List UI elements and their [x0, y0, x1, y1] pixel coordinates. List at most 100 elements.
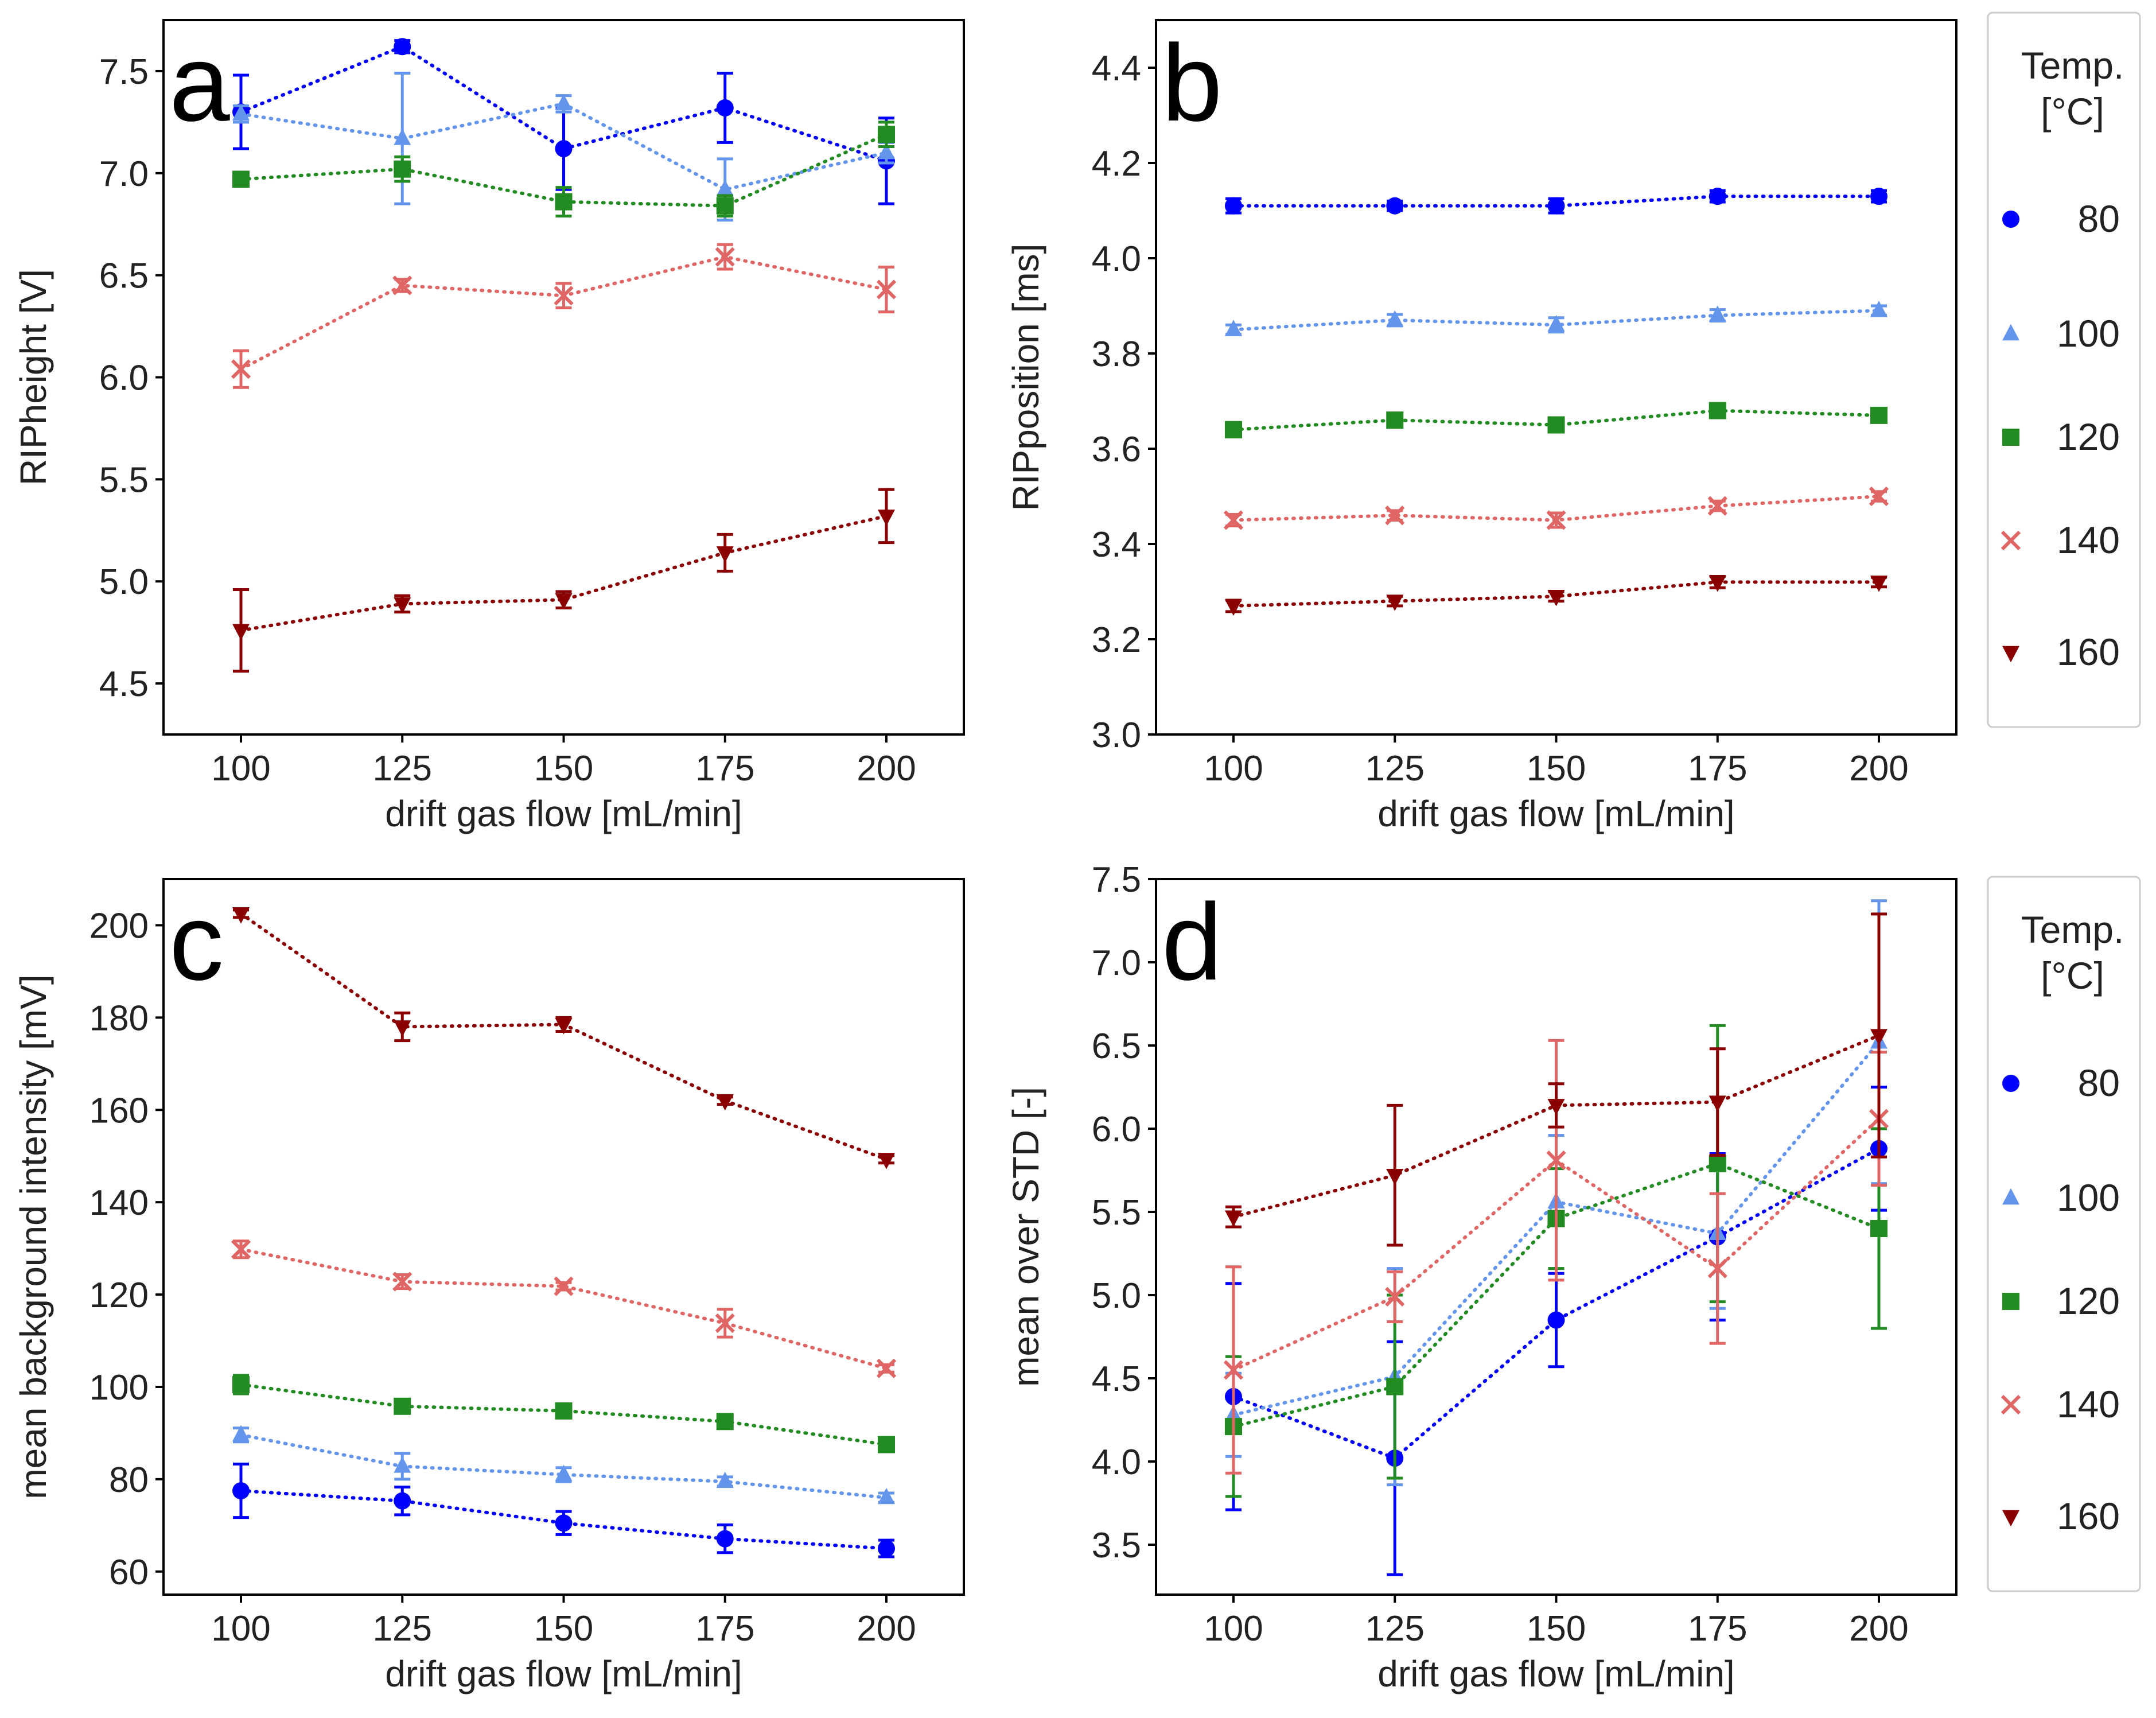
data-point	[1547, 1099, 1565, 1115]
legend-entry-140: 140	[2001, 1383, 2120, 1425]
series-80	[1225, 188, 1888, 215]
legend-label: 100	[2057, 1176, 2120, 1219]
data-point	[555, 1402, 573, 1420]
data-point	[394, 1397, 411, 1415]
legend-label: 120	[2057, 1280, 2120, 1322]
data-point	[1870, 1220, 1888, 1237]
x-tick-label: 175	[695, 1609, 754, 1649]
legend-marker	[2002, 1510, 2019, 1527]
data-point	[1546, 510, 1566, 530]
y-tick-label: 7.5	[1092, 860, 1141, 900]
data-point	[1386, 594, 1404, 611]
data-point	[555, 1018, 573, 1035]
data-point	[878, 1540, 895, 1557]
x-tick-label: 125	[373, 1609, 432, 1649]
series-160	[1225, 912, 1888, 1247]
data-point	[555, 193, 573, 211]
data-point	[232, 624, 250, 640]
data-point	[716, 546, 734, 563]
y-tick-label: 7.0	[1092, 943, 1141, 983]
y-tick-label: 4.0	[1092, 1443, 1141, 1482]
data-point	[716, 179, 734, 196]
x-tick-label: 125	[1365, 1609, 1425, 1649]
data-point	[554, 1276, 574, 1296]
series-line	[239, 1247, 888, 1370]
data-point	[1386, 411, 1404, 429]
y-tick-label: 120	[89, 1276, 149, 1315]
data-point	[716, 1413, 734, 1431]
panel-d: 100 125 150 175 200 3.5 4.0 4.5 5.0 5.5 6.0 6.5 7.0 7…	[1005, 860, 1957, 1694]
y-tick-label: 60	[109, 1553, 149, 1592]
data-point	[394, 160, 411, 178]
legend-label: 80	[2078, 1062, 2120, 1104]
x-tick-label: 200	[857, 1609, 916, 1649]
data-point	[716, 1094, 734, 1111]
y-tick-label: 3.8	[1092, 335, 1141, 374]
x-axis-label: drift gas flow [mL/min]	[385, 1653, 742, 1694]
x-axis-label: drift gas flow [mL/min]	[1377, 1653, 1734, 1694]
legend-label: 100	[2057, 312, 2120, 355]
y-tick-label: 4.0	[1092, 239, 1141, 279]
x-tick-label: 175	[695, 749, 754, 788]
data-point	[232, 170, 250, 188]
data-point	[1547, 590, 1565, 607]
x-tick-label: 100	[211, 749, 270, 788]
y-tick-label: 5.5	[1092, 1193, 1141, 1233]
y-tick-label: 3.4	[1092, 525, 1141, 565]
legend-marker	[2001, 1394, 2021, 1415]
data-point	[1709, 402, 1726, 419]
data-point	[232, 907, 250, 924]
series-line	[239, 133, 888, 208]
x-tick-label: 200	[1849, 749, 1908, 788]
legend-entry-120: 120	[2002, 415, 2120, 458]
y-tick-label: 6.5	[1092, 1027, 1141, 1066]
x-tick-label: 100	[211, 1609, 270, 1649]
plot-frame	[1155, 19, 1957, 736]
data-point	[1386, 197, 1404, 215]
y-tick-label: 80	[109, 1460, 149, 1500]
series-line	[239, 255, 888, 371]
legend-marker	[2002, 211, 2019, 228]
data-point	[1709, 1155, 1726, 1172]
y-tick-label: 160	[89, 1091, 149, 1130]
data-point	[1870, 406, 1888, 424]
data-point	[1870, 576, 1888, 592]
data-point	[394, 1492, 411, 1510]
series-120	[232, 1374, 895, 1453]
data-point	[715, 247, 735, 267]
legend-marker	[2002, 1293, 2019, 1310]
data-point	[1709, 1095, 1726, 1112]
data-point	[1546, 1150, 1566, 1171]
data-point	[1870, 188, 1888, 205]
data-point	[878, 142, 895, 160]
data-point	[1870, 1029, 1888, 1045]
series-140	[1223, 486, 1889, 530]
series-140	[231, 1239, 897, 1378]
legend-top: Temp.[°C] 80 100 120 140 160	[1987, 11, 2141, 728]
y-axis-label: mean over STD [-]	[1005, 1087, 1046, 1387]
y-tick-label: 3.0	[1092, 716, 1141, 755]
data-point	[394, 1020, 411, 1037]
data-point	[555, 1464, 573, 1482]
data-point	[392, 275, 412, 296]
legend-marker	[2001, 530, 2021, 551]
legend-label: 120	[2057, 415, 2120, 458]
series-100	[1225, 301, 1888, 336]
series-160	[1225, 574, 1888, 616]
y-tick-label: 6.0	[1092, 1110, 1141, 1149]
series-140	[1223, 1039, 1889, 1475]
legend-marker	[2002, 646, 2019, 663]
data-point	[876, 279, 897, 300]
data-point	[876, 1358, 897, 1378]
data-point	[1225, 197, 1242, 215]
y-axis-label: mean background intensity [mV]	[13, 974, 54, 1499]
data-point	[1547, 416, 1565, 434]
data-point	[555, 94, 573, 111]
data-point	[394, 129, 411, 145]
data-point	[555, 140, 573, 158]
data-point	[1223, 510, 1244, 530]
legend-label: 160	[2057, 631, 2120, 673]
panel-b: 100 125 150 175 200 3.0 3.2 3.4 3.6 3.8 4.0 4.2 4.4 d…	[1005, 19, 1957, 834]
data-point	[1385, 506, 1405, 526]
data-point	[878, 1487, 895, 1505]
